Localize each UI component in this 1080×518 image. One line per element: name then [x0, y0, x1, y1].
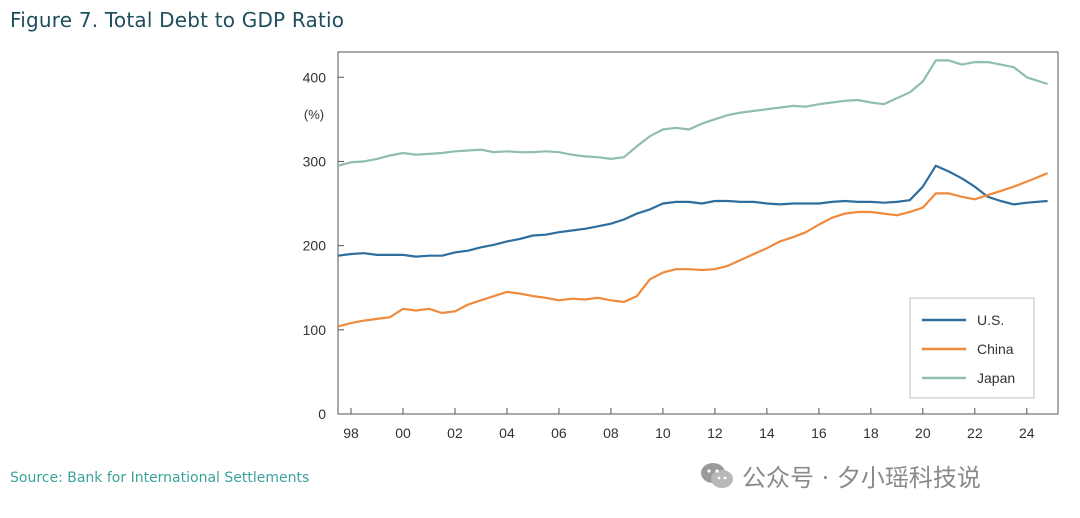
x-tick-label: 18 — [863, 425, 879, 441]
x-tick-label: 00 — [395, 425, 411, 441]
x-tick-label: 20 — [915, 425, 931, 441]
series-lines — [337, 59, 1049, 328]
watermark-text: 公众号 · 夕小瑶科技说 — [742, 464, 981, 492]
x-tick-label: 16 — [811, 425, 827, 441]
x-tick-label: 98 — [343, 425, 359, 441]
x-tick-label: 22 — [967, 425, 983, 441]
x-tick-label: 04 — [499, 425, 515, 441]
wechat-icon — [701, 462, 733, 488]
legend-label-japan: Japan — [977, 370, 1015, 386]
x-tick-label: 10 — [655, 425, 671, 441]
watermark: 公众号 · 夕小瑶科技说 — [700, 458, 981, 493]
source-note: Source: Bank for International Settlemen… — [10, 470, 310, 486]
y-tick-label: 300 — [303, 153, 327, 169]
x-tick-label: 14 — [759, 425, 775, 441]
x-tick-label: 08 — [603, 425, 619, 441]
y-tick-label: 400 — [303, 69, 327, 85]
series-line-china — [337, 172, 1049, 328]
x-tick-label: 02 — [447, 425, 463, 441]
y-tick-label: 100 — [303, 322, 327, 338]
plot-frame — [337, 51, 1059, 415]
y-tick-label: 200 — [303, 238, 327, 254]
figure-title: Figure 7. Total Debt to GDP Ratio — [10, 8, 345, 32]
legend-label-china: China — [977, 341, 1014, 357]
legend: U.S. China Japan — [909, 297, 1035, 399]
x-axis: 98 00 02 04 06 08 10 12 14 16 18 20 22 24 — [343, 408, 1035, 441]
y-tick-label: 0 — [318, 406, 326, 422]
legend-label-us: U.S. — [977, 312, 1004, 328]
y-axis-label: (%) — [304, 107, 324, 122]
series-line-us — [337, 164, 1048, 258]
x-tick-label: 06 — [551, 425, 567, 441]
x-tick-label: 12 — [707, 425, 723, 441]
y-axis: 0 100 200 300 400 — [303, 69, 344, 422]
series-line-japan — [337, 59, 1048, 167]
x-tick-label: 24 — [1019, 425, 1035, 441]
